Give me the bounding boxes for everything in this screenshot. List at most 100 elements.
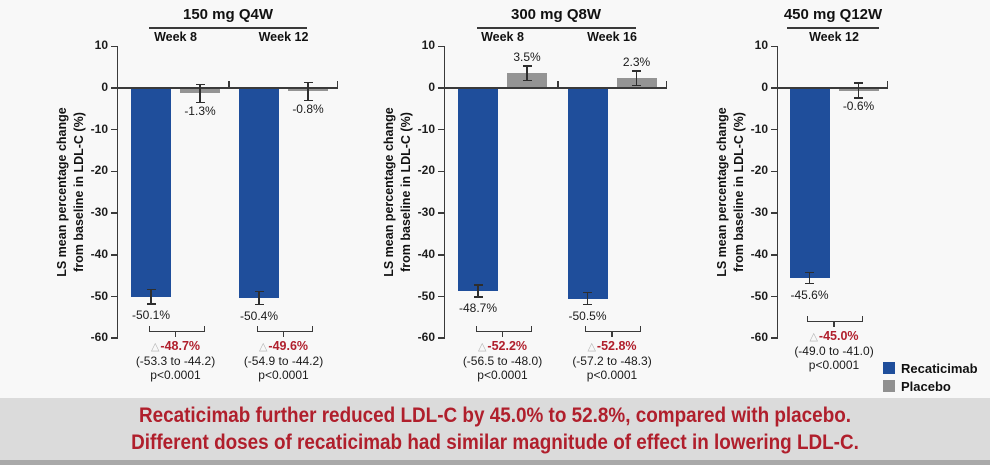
y-axis-label: LS mean percentage change from baseline i…	[714, 42, 750, 342]
error-bar	[635, 70, 638, 86]
error-bar-cap	[254, 303, 264, 306]
y-tick-label: -40	[750, 246, 768, 261]
y-tick-label: -10	[417, 121, 435, 136]
error-bar-cap	[473, 284, 483, 286]
placebo-swatch-icon	[883, 380, 895, 392]
y-tick	[438, 87, 445, 89]
y-axis-label-line: LS mean percentage change	[715, 107, 729, 277]
comparison-bracket	[256, 326, 313, 332]
x-axis	[445, 87, 667, 89]
error-bar	[150, 289, 152, 305]
error-bar	[808, 272, 811, 284]
week-label: Week 8	[154, 30, 197, 44]
error-bar	[307, 82, 309, 101]
y-tick	[771, 45, 778, 48]
bar-value-label: -48.7%	[458, 301, 498, 316]
recaticimab-swatch-icon	[883, 362, 895, 374]
bar-value-label: -1.3%	[184, 103, 216, 118]
dose-title: 450 mg Q12W	[783, 6, 883, 23]
p-value-label: p<0.0001	[586, 368, 638, 382]
y-tick	[438, 254, 445, 256]
delta-value: -45.0%	[818, 329, 859, 343]
week-label: Week 16	[587, 30, 637, 44]
y-tick-label: -30	[417, 205, 435, 220]
y-tick	[771, 254, 778, 256]
bar-value-label: -0.6%	[842, 99, 875, 113]
ci-label: (-57.2 to -48.3)	[572, 354, 652, 368]
y-tick-label: 0	[428, 80, 435, 94]
comparison-bracket	[807, 316, 863, 322]
legend-label-placebo: Placebo	[901, 378, 951, 394]
delta-triangle-icon: △	[150, 341, 160, 353]
comparison-bracket	[585, 326, 641, 332]
legend: Recaticimab Placebo	[883, 359, 978, 395]
error-bar-cap	[195, 83, 205, 86]
delta-label: △-49.6%	[224, 339, 344, 353]
y-tick	[438, 45, 445, 48]
p-value-label: p<0.0001	[258, 368, 309, 382]
y-axis	[776, 46, 778, 339]
delta-value: -52.8%	[596, 339, 637, 353]
recaticimab-bar	[239, 88, 279, 299]
bracket-tick	[282, 331, 285, 337]
y-tick	[111, 128, 118, 131]
y-tick-label: 10	[421, 38, 435, 53]
p-value-label: p<0.0001	[808, 358, 860, 372]
y-axis-label-line: LS mean percentage change	[55, 107, 69, 277]
bar-value-label: 2.3%	[622, 54, 651, 69]
error-bar-cap	[522, 79, 532, 82]
y-tick	[438, 337, 445, 339]
y-tick-label: -40	[90, 246, 108, 261]
error-bar-cap	[854, 97, 863, 99]
y-axis-label: LS mean percentage change from baseline i…	[54, 42, 90, 342]
y-tick-label: -50	[90, 288, 108, 303]
y-tick-label: -30	[750, 205, 768, 220]
y-tick	[111, 170, 118, 173]
bracket-tick	[174, 331, 177, 337]
y-axis-label: LS mean percentage change from baseline i…	[381, 42, 417, 342]
y-tick	[111, 45, 118, 48]
x-axis-tick	[665, 81, 667, 88]
y-tick	[111, 295, 118, 298]
delta-triangle-icon: △	[477, 341, 487, 353]
y-tick-label: 10	[94, 38, 108, 53]
error-bar-cap	[303, 99, 313, 101]
week-label: Week 12	[258, 30, 309, 44]
legend-label-recaticimab: Recaticimab	[901, 360, 978, 376]
y-tick-label: -50	[417, 288, 435, 303]
y-tick-label: -10	[90, 121, 108, 136]
error-bar-cap	[632, 70, 641, 72]
dose-underline	[787, 27, 879, 29]
y-tick	[438, 212, 445, 214]
y-tick-label: -40	[417, 246, 435, 261]
delta-value: -49.6%	[268, 339, 309, 353]
bracket-tick	[501, 331, 504, 337]
recaticimab-bar	[458, 88, 498, 292]
recaticimab-bar	[789, 88, 830, 279]
y-tick-label: -30	[90, 205, 108, 220]
recaticimab-bar	[567, 88, 608, 299]
delta-value: -48.7%	[160, 339, 201, 353]
x-axis-tick	[228, 81, 230, 88]
error-bar-cap	[805, 271, 814, 274]
y-axis-label-line: LS mean percentage change	[382, 107, 396, 277]
y-tick	[771, 128, 778, 131]
dose-title: 150 mg Q4W	[182, 6, 274, 23]
error-bar	[477, 284, 479, 298]
legend-item-placebo: Placebo	[883, 377, 978, 395]
ci-label: (-54.9 to -44.2)	[243, 354, 324, 368]
y-tick	[771, 295, 778, 298]
p-value-label: p<0.0001	[150, 368, 201, 382]
y-tick-label: -60	[417, 330, 435, 345]
y-tick-label: 0	[101, 80, 108, 94]
delta-label: △-52.8%	[552, 339, 672, 353]
y-tick	[438, 170, 445, 173]
delta-triangle-icon: △	[258, 341, 268, 353]
error-bar	[526, 65, 528, 81]
error-bar-cap	[583, 291, 592, 294]
y-tick	[111, 254, 118, 256]
y-axis-label-line: from baseline in LDL-C (%)	[71, 112, 86, 272]
x-axis	[118, 87, 338, 89]
bar-value-label: -0.8%	[292, 101, 324, 116]
y-tick-label: -10	[750, 121, 768, 136]
